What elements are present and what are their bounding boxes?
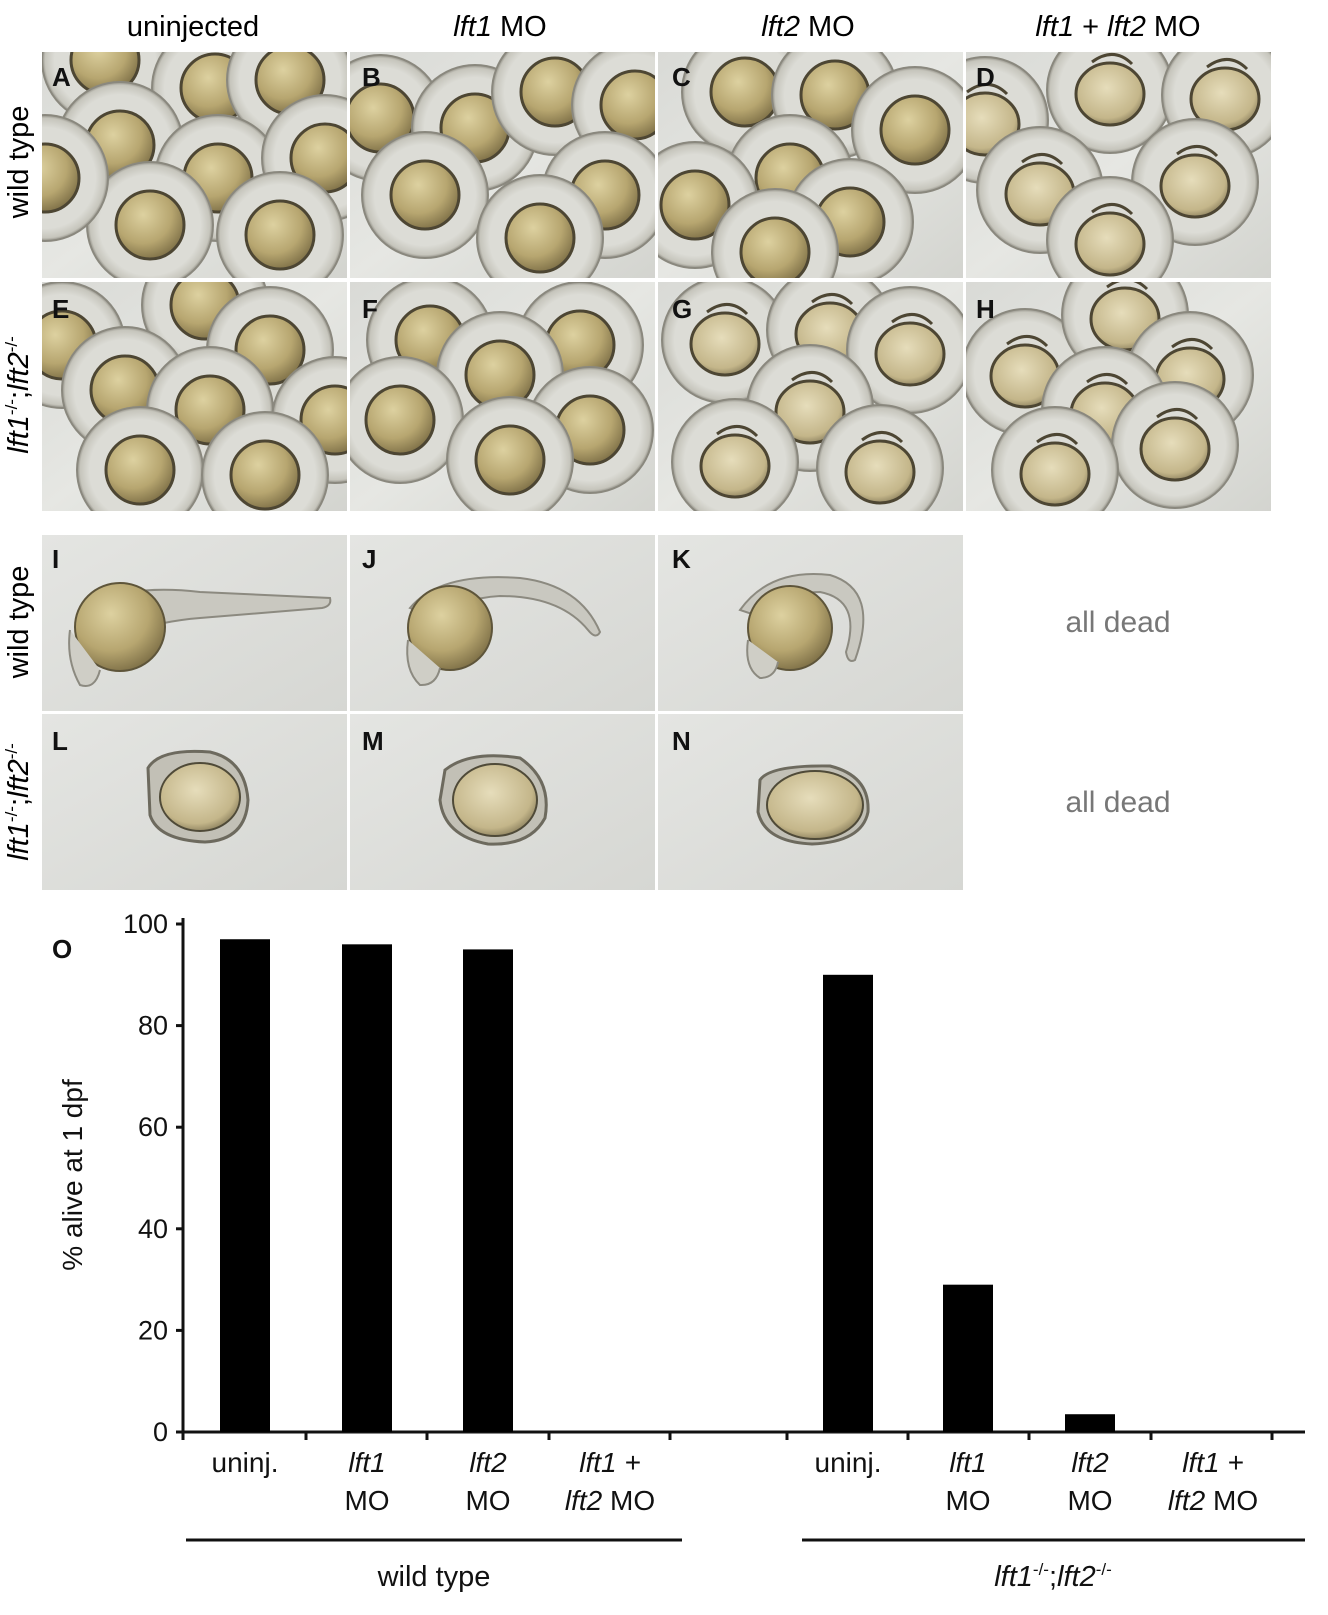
panel-letter-o: O — [52, 934, 72, 964]
all-dead-label-mutant: all dead — [1065, 786, 1170, 819]
category-label-line2: MO — [1067, 1485, 1112, 1516]
larva-n — [756, 764, 870, 846]
panel-letter-f: F — [362, 294, 378, 324]
y-axis-label: % alive at 1 dpf — [57, 1079, 88, 1271]
survival-bar-chart: O % alive at 1 dpf 0 20 40 60 80 100 uninj. lf… — [52, 909, 1305, 1593]
larva-k — [738, 573, 865, 680]
column-title-uninjected: uninjected — [127, 11, 259, 43]
larva-i — [68, 582, 332, 687]
larva-j — [406, 576, 602, 687]
category-label: lft2 — [469, 1447, 507, 1478]
row-title-wild-type-2: wild type — [3, 566, 35, 680]
category-label: lft1 + — [1182, 1447, 1243, 1478]
category-label-line2: MO — [465, 1485, 510, 1516]
bar — [463, 949, 513, 1432]
category-label: lft1 — [949, 1447, 986, 1478]
column-title-lft1-mo: lft1 MO — [453, 11, 546, 43]
panel-letter-d: D — [976, 62, 995, 92]
category-label-line2: lft2 MO — [1168, 1485, 1258, 1516]
row-title-mutant-1: lft1-/-;lft2-/- — [2, 336, 35, 454]
bar — [943, 1284, 993, 1432]
column-title-lft2-mo: lft2 MO — [761, 11, 854, 43]
panel-letter-m: M — [362, 726, 384, 756]
y-tick-label: 40 — [138, 1214, 168, 1244]
category-label: lft2 — [1071, 1447, 1109, 1478]
all-dead-label-wild-type: all dead — [1065, 606, 1170, 639]
panel-letters: A B C D E F G H I J K L M N — [52, 62, 995, 756]
column-title-lft1-lft2-mo: lft1 + lft2 MO — [1035, 11, 1200, 43]
panel-letter-n: N — [672, 726, 691, 756]
category-label: uninj. — [212, 1447, 279, 1478]
y-tick-label: 100 — [123, 909, 168, 939]
category-label-line2: lft2 MO — [565, 1485, 655, 1516]
group-label-wild-type: wild type — [377, 1561, 491, 1593]
larva-l — [146, 749, 250, 844]
row-title-wild-type-1: wild type — [3, 106, 35, 220]
category-label-line2: MO — [344, 1485, 389, 1516]
photo-panel-j — [350, 535, 655, 711]
bar — [220, 939, 270, 1432]
panel-letter-j: J — [362, 544, 376, 574]
larva-m — [438, 754, 548, 846]
bars — [220, 939, 1115, 1432]
panel-letter-c: C — [672, 62, 691, 92]
larvae — [68, 573, 870, 846]
category-label: lft1 + — [579, 1447, 640, 1478]
bar — [823, 974, 873, 1432]
embryos-in-chorions — [42, 52, 1271, 511]
group-label-mutant: lft1-/-;lft2-/- — [994, 1560, 1112, 1593]
panel-letter-h: H — [976, 294, 995, 324]
category-labels: uninj. lft1 MO lft2 MO lft1 + lft2 MO uninj. lft… — [212, 1447, 1259, 1516]
panel-letter-l: L — [52, 726, 68, 756]
category-label-line2: MO — [945, 1485, 990, 1516]
panel-letter-g: G — [672, 294, 692, 324]
y-tick-label: 20 — [138, 1315, 168, 1345]
bar — [1065, 1414, 1115, 1432]
category-label: uninj. — [815, 1447, 882, 1478]
y-tick-label: 80 — [138, 1011, 168, 1041]
y-tick-label: 60 — [138, 1112, 168, 1142]
x-ticks — [181, 1432, 1274, 1440]
panel-letter-i: I — [52, 544, 59, 574]
panel-letter-k: K — [672, 544, 691, 574]
y-tick-label: 0 — [153, 1417, 168, 1447]
panel-letter-e: E — [52, 294, 69, 324]
panel-letter-b: B — [362, 62, 381, 92]
category-label: lft1 — [348, 1447, 385, 1478]
panel-letter-a: A — [52, 62, 71, 92]
y-ticks: 0 20 40 60 80 100 — [123, 909, 183, 1447]
bar — [342, 944, 392, 1432]
row-title-mutant-2: lft1-/-;lft2-/- — [2, 743, 35, 861]
